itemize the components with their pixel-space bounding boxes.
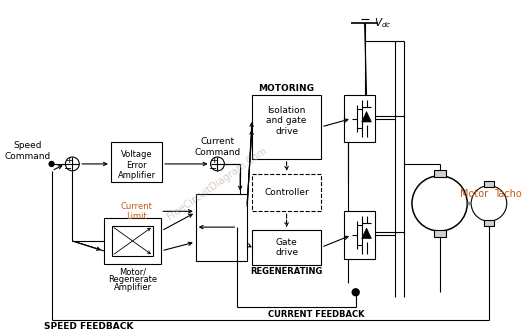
Bar (344, 95, 376, 142)
Text: Motor/: Motor/ (119, 267, 146, 276)
Bar (252, 230, 321, 265)
Polygon shape (362, 228, 371, 238)
Text: Current
Command: Current Command (194, 138, 240, 157)
Text: MOTORING: MOTORING (259, 84, 315, 93)
Polygon shape (362, 112, 371, 122)
Bar (111, 142, 162, 182)
Bar (104, 218, 161, 264)
Text: Tacho: Tacho (494, 188, 522, 198)
Bar (252, 95, 321, 159)
Circle shape (352, 289, 359, 296)
Text: −: − (209, 164, 218, 174)
Text: Speed
Command: Speed Command (5, 142, 51, 161)
Bar (112, 226, 153, 256)
Text: Voltage
Error
Amplifier: Voltage Error Amplifier (117, 150, 156, 180)
Text: SPEED FEEDBACK: SPEED FEEDBACK (44, 322, 134, 331)
Text: −: − (64, 164, 73, 174)
Bar (434, 170, 446, 177)
Bar (484, 220, 494, 226)
Circle shape (49, 162, 54, 166)
Text: CURRENT FEEDBACK: CURRENT FEEDBACK (268, 310, 365, 319)
Bar (434, 230, 446, 237)
Text: Amplifier: Amplifier (114, 283, 151, 292)
Text: Controller: Controller (264, 188, 309, 197)
Text: +: + (210, 157, 217, 166)
Text: Current
Limit: Current Limit (120, 201, 153, 221)
Bar (196, 193, 247, 261)
Bar (484, 181, 494, 186)
Bar (344, 211, 376, 259)
Text: $V_{dc}$: $V_{dc}$ (373, 16, 391, 30)
Text: Regenerate: Regenerate (108, 275, 157, 284)
Text: FreeCircuitDiagram.Com: FreeCircuitDiagram.Com (166, 146, 269, 222)
Text: REGENERATING: REGENERATING (250, 267, 323, 276)
Text: +: + (65, 157, 72, 166)
Text: Gate
drive: Gate drive (275, 238, 298, 257)
Text: Motor: Motor (460, 188, 488, 198)
Text: Isolation
and gate
drive: Isolation and gate drive (266, 106, 307, 136)
Bar (252, 174, 321, 211)
